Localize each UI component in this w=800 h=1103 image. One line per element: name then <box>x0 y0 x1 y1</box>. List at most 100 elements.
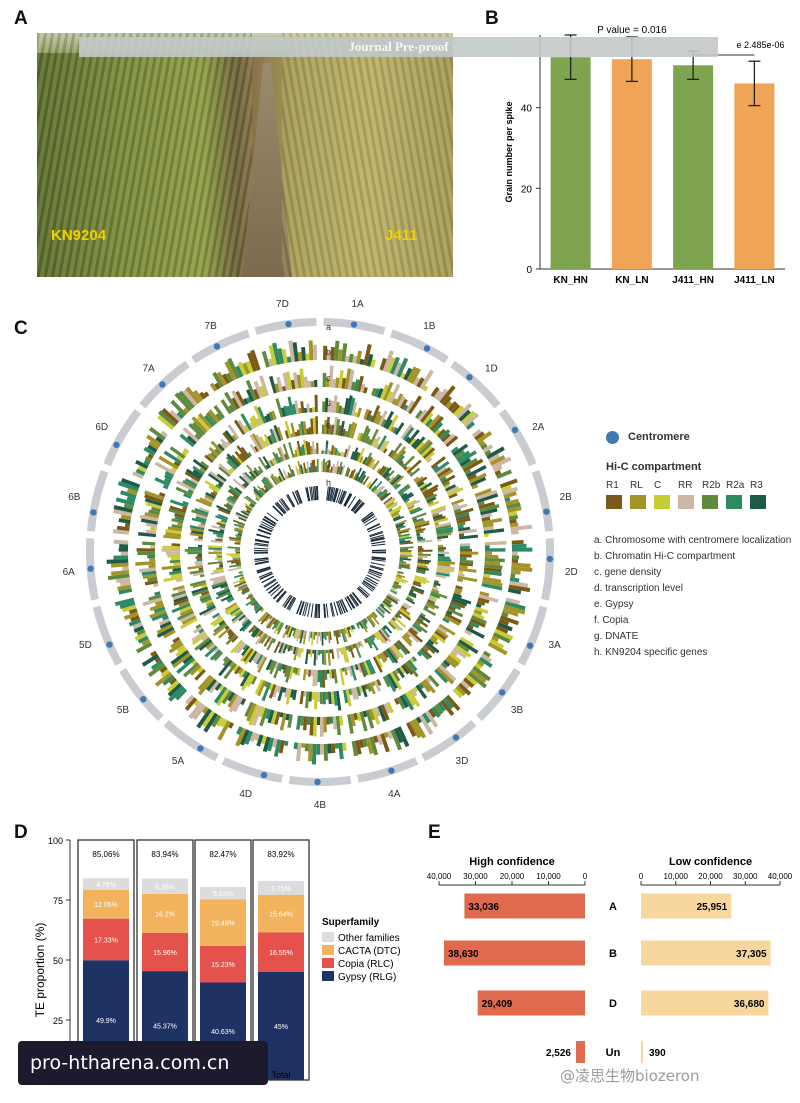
track-bar <box>233 573 244 579</box>
track-bar <box>322 691 326 705</box>
track-bar <box>389 672 402 690</box>
track-bar <box>169 409 182 422</box>
track-bar <box>253 491 262 499</box>
track-bar <box>206 601 214 607</box>
track-bar <box>459 565 468 569</box>
track-bar <box>169 446 186 459</box>
track-bar <box>385 391 394 402</box>
track-bar <box>209 575 226 582</box>
specific-gene-tick <box>368 568 383 575</box>
track-bar <box>346 626 352 638</box>
track-bar <box>434 704 444 715</box>
track-bar <box>200 590 210 596</box>
track-bar <box>333 691 338 706</box>
specific-gene-tick <box>370 537 385 542</box>
track-bar <box>412 518 417 522</box>
track-bar <box>509 522 519 528</box>
track-bar <box>192 588 209 597</box>
track-bar <box>268 345 277 366</box>
track-bar <box>213 686 228 704</box>
track-bar <box>379 357 387 371</box>
track-bar <box>144 494 164 504</box>
track-bar <box>203 607 217 617</box>
panel-letter-b: B <box>485 8 499 29</box>
track-bar <box>418 649 430 661</box>
track-bar <box>462 677 475 688</box>
category-label: B <box>609 948 617 960</box>
track-bar <box>435 574 447 579</box>
track-bar <box>386 356 396 374</box>
track-bar <box>326 631 329 636</box>
track-bar <box>274 711 281 725</box>
specific-gene-tick <box>344 493 353 507</box>
track-bar <box>132 622 143 630</box>
track-bar <box>276 685 282 693</box>
track-bar <box>195 563 203 567</box>
track-bar <box>313 459 316 473</box>
track-bar <box>284 476 287 480</box>
track-bar <box>185 468 202 480</box>
track-bar <box>396 611 401 616</box>
track-bar <box>329 649 332 654</box>
track-bar <box>395 576 409 583</box>
track-bar <box>399 398 408 410</box>
track-bar <box>339 667 345 686</box>
track-bar <box>484 533 489 538</box>
track-bar <box>464 469 472 476</box>
track-bar <box>137 635 149 644</box>
track-bar <box>284 665 290 678</box>
stack-label: 45.37% <box>153 1024 177 1031</box>
track-bar <box>245 360 254 374</box>
track-bar <box>414 520 430 527</box>
track-bar <box>293 742 299 750</box>
track-bar <box>343 667 348 676</box>
specific-gene-tick <box>283 595 293 608</box>
track-bar <box>286 626 293 639</box>
stack-label: 6.38% <box>155 884 175 891</box>
track-bar <box>459 534 479 540</box>
track-bar <box>187 565 204 570</box>
track-bar <box>428 500 440 508</box>
track-bar <box>234 610 243 617</box>
track-bar <box>363 618 368 623</box>
track-bar <box>278 468 286 481</box>
track-bar <box>291 469 296 477</box>
track-bar <box>347 626 351 631</box>
track-bar <box>306 716 311 725</box>
track-bar <box>356 432 362 441</box>
track-bar <box>176 657 196 674</box>
photo-crop-left <box>37 33 252 277</box>
track-bar <box>244 649 256 665</box>
track-bar <box>481 516 491 522</box>
track-bar <box>169 570 182 575</box>
track-bar <box>380 384 389 400</box>
track-bar <box>150 650 158 657</box>
track-bar <box>253 380 263 399</box>
track-bar <box>390 510 401 517</box>
legend-label: Other families <box>338 933 400 944</box>
track-letter-h: h <box>326 478 331 488</box>
track-bar <box>397 396 406 408</box>
specific-gene-tick <box>365 576 379 585</box>
track-bar <box>217 589 231 597</box>
track-bar <box>187 546 203 550</box>
track-bar <box>372 460 380 471</box>
track-bar <box>221 690 233 705</box>
track-bar <box>163 450 183 465</box>
track-bar <box>246 594 253 600</box>
track-bar <box>239 579 246 584</box>
track-description: d. transcription level <box>594 583 683 594</box>
track-bar <box>460 410 476 425</box>
chromosome-label-5a: 5A <box>172 756 185 767</box>
stack-label: 15.96% <box>153 950 177 957</box>
track-bar <box>272 684 279 698</box>
centromere-marker <box>213 343 221 350</box>
track-bar <box>121 604 137 613</box>
track-bar <box>276 376 284 392</box>
track-bar <box>303 407 308 413</box>
specific-gene-tick <box>254 539 269 544</box>
high-value-label: 33,036 <box>468 902 499 913</box>
stack-copia <box>200 945 246 983</box>
track-bar <box>148 564 156 569</box>
track-bar <box>212 490 218 495</box>
